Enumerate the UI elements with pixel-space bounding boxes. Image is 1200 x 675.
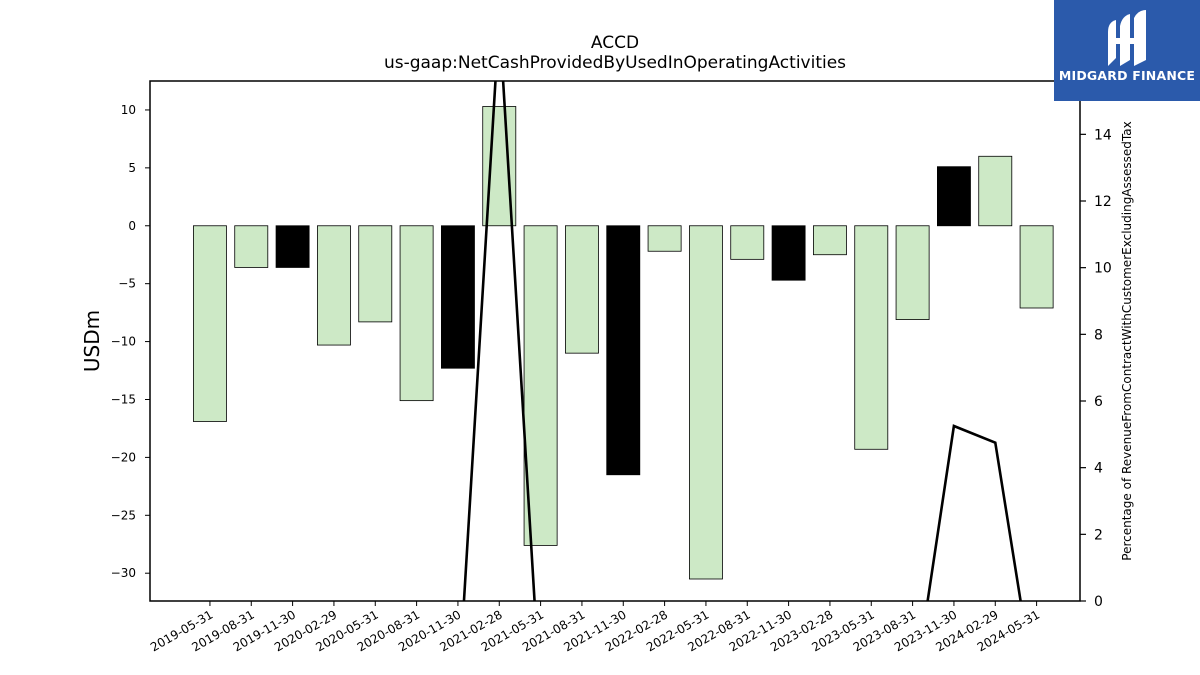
bar-2019-05-31 bbox=[192, 225, 227, 422]
logo-mark-icon bbox=[1108, 10, 1146, 66]
y-tick-label: 0 bbox=[128, 219, 136, 233]
y2-tick-label: 8 bbox=[1094, 327, 1103, 343]
bar-2024-05-31 bbox=[1019, 225, 1054, 309]
chart-subtitle: us-gaap:NetCashProvidedByUsedInOperating… bbox=[384, 53, 846, 73]
y-axis-label: USDm bbox=[80, 310, 104, 372]
x-axis: 2019-05-312019-08-312019-11-302020-02-29… bbox=[148, 601, 1042, 654]
y-axis: 10 5 0 −5 −10 −15 −20 −25 −30 bbox=[111, 103, 150, 580]
y-tick-label: 5 bbox=[128, 161, 136, 175]
y-tick-label: 10 bbox=[121, 103, 136, 117]
y-tick-label: −15 bbox=[111, 392, 136, 406]
bar-2020-11-30 bbox=[440, 225, 475, 369]
bars-group bbox=[192, 106, 1054, 580]
midgard-finance-logo: MIDGARD FINANCE bbox=[1054, 0, 1200, 101]
y2-tick-label: 14 bbox=[1094, 127, 1112, 143]
y-tick-label: −20 bbox=[111, 450, 136, 464]
y2-tick-label: 10 bbox=[1094, 261, 1112, 277]
bar-2022-05-31 bbox=[689, 225, 723, 580]
revenue-percentage-line bbox=[462, 81, 536, 601]
bar-2022-08-31 bbox=[730, 225, 765, 260]
bar-2023-05-31 bbox=[854, 225, 889, 450]
bar-2022-11-30 bbox=[771, 225, 806, 281]
y-tick-label: −5 bbox=[118, 277, 136, 291]
bar-2020-08-31 bbox=[399, 225, 434, 402]
y2-tick-label: 4 bbox=[1094, 461, 1103, 477]
y2-axis-label: Percentage of RevenueFromContractWithCus… bbox=[1120, 121, 1134, 560]
y2-axis: 0 2 4 6 8 10 12 14 bbox=[1080, 127, 1112, 610]
y2-tick-label: 12 bbox=[1094, 194, 1112, 210]
bar-2021-05-31 bbox=[523, 225, 558, 546]
plot-frame bbox=[149, 80, 1081, 602]
y-tick-label: −25 bbox=[111, 508, 136, 522]
bar-2024-02-29 bbox=[978, 155, 1013, 227]
bar-2019-11-30 bbox=[275, 225, 310, 268]
bar-2021-11-30 bbox=[606, 225, 641, 476]
logo-text: MIDGARD FINANCE bbox=[1058, 68, 1196, 83]
revenue-percentage-line bbox=[926, 424, 1022, 601]
y2-tick-label: 0 bbox=[1094, 594, 1103, 610]
bar-2020-05-31 bbox=[358, 225, 393, 323]
y2-tick-label: 6 bbox=[1094, 394, 1103, 410]
line-group bbox=[462, 81, 1022, 601]
bar-2023-11-30 bbox=[937, 166, 971, 227]
bar-2023-08-31 bbox=[895, 225, 930, 320]
y-tick-label: −10 bbox=[111, 335, 136, 349]
chart-title: ACCD bbox=[591, 33, 639, 53]
bar-2019-08-31 bbox=[234, 225, 269, 268]
y-tick-label: −30 bbox=[111, 566, 136, 580]
bar-2022-02-28 bbox=[647, 225, 682, 252]
bar-2023-02-28 bbox=[813, 225, 847, 256]
bar-2020-02-29 bbox=[316, 225, 351, 346]
y2-tick-label: 2 bbox=[1094, 527, 1103, 543]
bar-2021-08-31 bbox=[565, 225, 599, 354]
